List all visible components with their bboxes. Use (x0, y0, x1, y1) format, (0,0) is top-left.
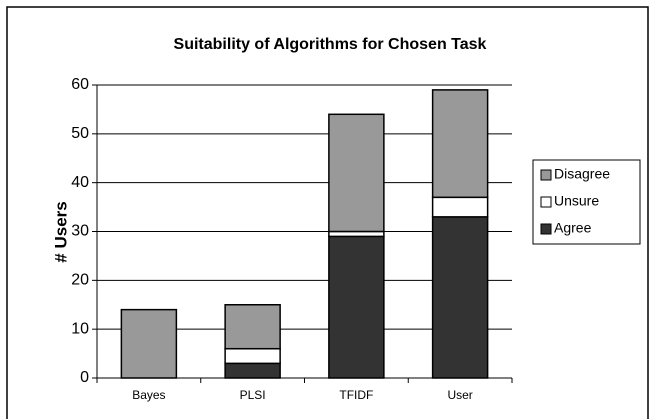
chart-border (6, 6, 649, 419)
y-tick-label: 60 (71, 76, 89, 93)
y-tick-label: 40 (71, 174, 89, 191)
y-tick-label: 30 (71, 223, 89, 240)
chart-title: Suitability of Algorithms for Chosen Tas… (174, 36, 487, 53)
bar-segment (224, 304, 281, 350)
bar-segment (224, 362, 281, 379)
legend-label: Unsure (554, 193, 599, 209)
legend-label: Agree (554, 220, 592, 236)
bar-segment (120, 308, 178, 379)
legend-label: Disagree (554, 166, 610, 182)
y-tick-label: 50 (71, 125, 89, 142)
y-axis-label: # Users (51, 201, 70, 262)
x-tick-label: User (447, 388, 472, 402)
bar-segment (224, 347, 281, 365)
bar-segment (431, 216, 489, 379)
x-tick-label: Bayes (132, 388, 165, 402)
x-tick-label: TFIDF (339, 388, 373, 402)
x-tick-label: PLSI (240, 388, 266, 402)
legend-swatch (540, 196, 552, 208)
bar-segment (328, 113, 385, 233)
legend-swatch (540, 169, 552, 181)
y-tick-label: 0 (80, 369, 89, 386)
legend-swatch (540, 223, 552, 235)
y-tick-label: 10 (71, 320, 89, 337)
bar-segment (431, 89, 489, 199)
bar-segment (431, 196, 489, 218)
y-tick-label: 20 (71, 272, 89, 289)
bar-segment (328, 235, 385, 379)
